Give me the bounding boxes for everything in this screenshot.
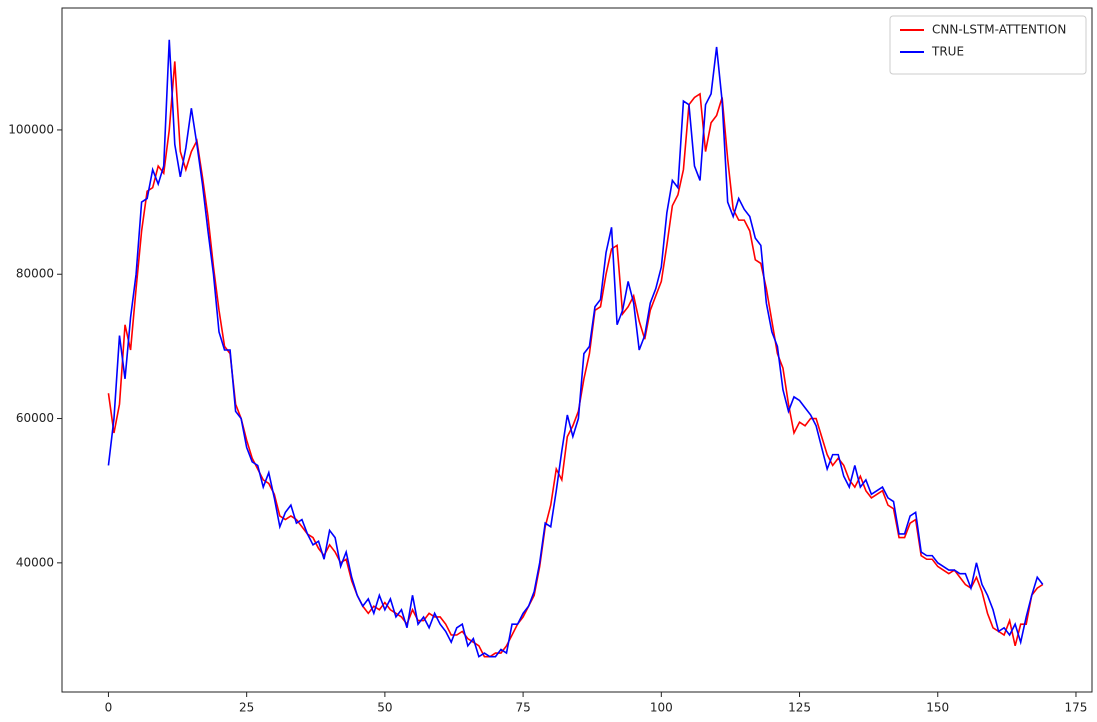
x-tick-label: 175 — [1065, 701, 1088, 715]
series-line — [108, 61, 1042, 656]
chart: 0 25 50 75 100 125 150 175 40000 60000 80000 100000… — [0, 0, 1097, 718]
x-tick-label: 75 — [515, 701, 530, 715]
y-tick-label: 60000 — [16, 411, 54, 425]
x-tick-label: 150 — [926, 701, 949, 715]
x-tick-label: 125 — [788, 701, 811, 715]
series-line — [108, 40, 1042, 657]
legend-label: TRUE — [931, 45, 964, 59]
y-tick-label: 100000 — [8, 122, 54, 136]
x-tick-label: 25 — [239, 701, 254, 715]
plot-frame — [62, 8, 1092, 692]
y-tick-label: 40000 — [16, 555, 54, 569]
x-tick-label: 0 — [105, 701, 113, 715]
legend-label: CNN-LSTM-ATTENTION — [932, 23, 1066, 37]
y-tick-label: 80000 — [16, 267, 54, 281]
x-tick-label: 100 — [650, 701, 673, 715]
x-tick-label: 50 — [377, 701, 392, 715]
